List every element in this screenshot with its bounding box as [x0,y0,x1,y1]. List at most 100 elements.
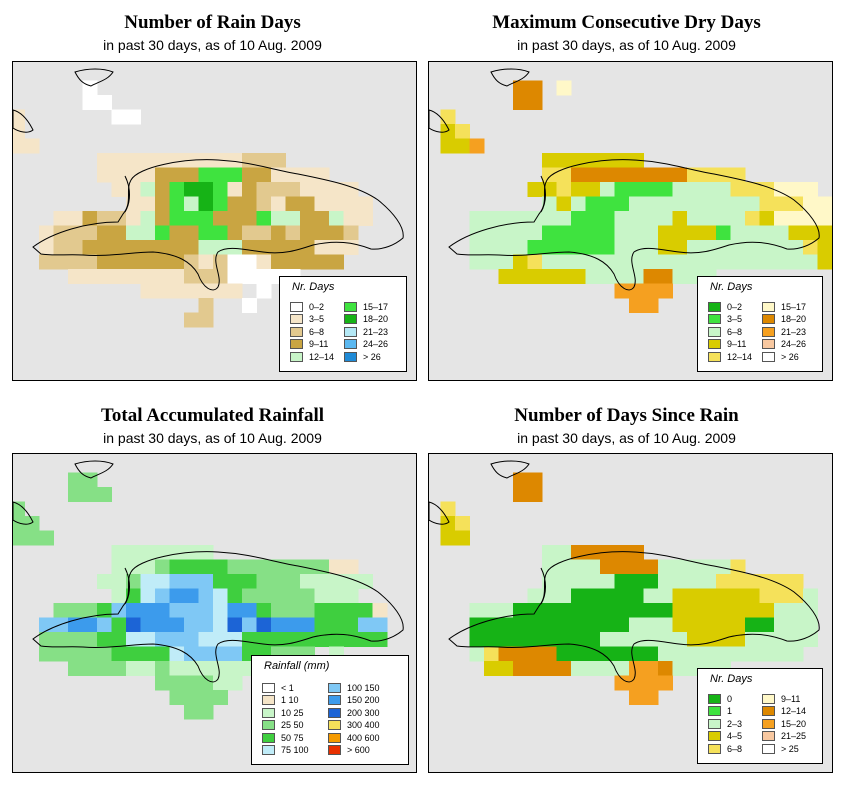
grid-cell [198,182,214,197]
panel1-title: Number of Rain Days [124,12,301,33]
grid-cell [484,632,499,647]
grid-cell [314,617,330,633]
grid-cell [701,646,717,662]
grid-cell [155,559,170,575]
grid-cell [513,661,528,676]
grid-cell [542,661,557,676]
grid-cell [82,269,98,284]
grid-cell [629,225,644,241]
legend-swatch [762,706,775,716]
grid-cell [614,603,630,618]
grid-cell [542,196,557,212]
grid-cell [227,283,243,299]
grid-cell [314,196,330,212]
grid-cell [198,167,214,183]
grid-cell [788,588,804,604]
legend-item: > 25 [762,743,799,754]
grid-cell [484,240,499,255]
grid-cell [169,574,185,589]
grid-cell [213,588,228,604]
grid-cell [111,632,127,647]
grid-cell [169,225,185,241]
grid-cell [358,574,373,589]
legend-label: 100 150 [347,682,380,693]
grid-cell [97,269,112,284]
grid-cell [169,196,185,212]
grid-cell [687,254,702,270]
grid-cell [701,254,717,270]
grid-cell [498,646,514,662]
grid-cell [314,211,330,226]
grid-cell [614,240,630,255]
grid-cell [730,574,746,589]
grid-cell [126,632,141,647]
coastline [32,551,404,683]
grid-cell [701,211,717,226]
grid-cell [300,167,315,183]
grid-cell [126,617,141,633]
grid-cell [213,254,228,270]
grid-cell [213,632,228,647]
grid-cell [314,225,330,241]
grid-cell [39,530,54,546]
grid-cell [213,225,228,241]
legend-item: 100 150 [328,682,380,693]
grid-cell [169,617,185,633]
grid-cell [498,603,514,618]
grid-cell [759,617,775,633]
grid-cell [242,240,257,255]
grid-cell [513,240,528,255]
grid-cell [498,240,514,255]
grid-cell [774,588,789,604]
grid-cell [513,603,528,618]
grid-cell [571,225,586,241]
grid-cell [614,646,630,662]
grid-cell [140,661,156,676]
grid-cell [614,545,630,560]
grid-cell [184,167,199,183]
grid-cell [329,196,344,212]
grid-cell [126,559,141,575]
grid-cell [629,298,644,313]
grid-cell [155,603,170,618]
grid-cell [53,646,69,662]
grid-cell [687,182,702,197]
grid-cell [542,617,557,633]
grid-cell [97,225,112,241]
grid-cell [513,472,528,488]
grid-cell [82,225,98,241]
grid-cell [24,516,40,531]
grid-cell [343,211,359,226]
coastline [490,460,530,479]
grid-cell [440,516,456,531]
grid-cell [513,225,528,241]
legend-label: 25 50 [281,720,304,730]
grid-cell [542,240,557,255]
grid-cell [455,530,470,546]
legend-label: 9–11 [781,693,801,704]
grid-cell [227,603,243,618]
grid-cell [126,269,141,284]
grid-cell [498,661,514,676]
grid-cell [687,240,702,255]
grid-cell [440,124,456,139]
grid-cell [329,211,344,226]
grid-cell [817,196,832,212]
grid-cell [271,588,286,604]
grid-cell [155,225,170,241]
grid-cell [329,225,344,241]
grid-cell [759,603,775,618]
grid-cell [198,312,214,328]
legend-label: 18–20 [781,314,807,324]
grid-cell [774,574,789,589]
grid-cell [111,269,127,284]
grid-cell [585,269,601,284]
grid-cell [672,617,688,633]
grid-cell [140,574,156,589]
grid-cell [658,283,673,299]
grid-cell [329,603,344,618]
grid-cell [585,574,601,589]
grid-cell [126,603,141,618]
grid-cell [242,574,257,589]
grid-cell [155,182,170,197]
